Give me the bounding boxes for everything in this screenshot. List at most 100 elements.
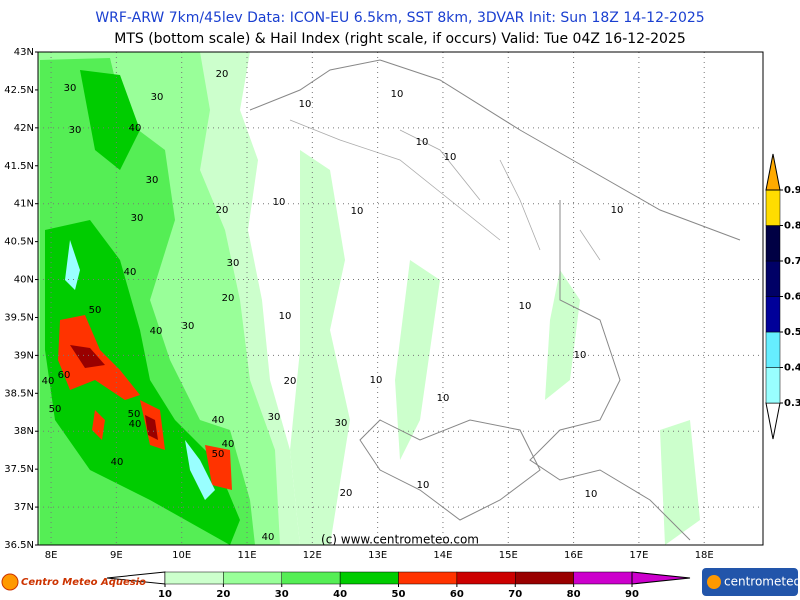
- contour-label: 30: [151, 92, 164, 103]
- colorbar-tick-label: 30: [275, 589, 289, 600]
- colorbar-tick-label: 0.8: [784, 221, 800, 232]
- colorbar-tick-label: 20: [216, 589, 230, 600]
- y-tick-label: 37.5N: [4, 464, 34, 475]
- colorbar-segment: [456, 571, 516, 585]
- field-50: [58, 315, 232, 490]
- coastline: [249, 59, 741, 541]
- colorbar-segment: [339, 571, 399, 585]
- x-tick-label: 12E: [303, 550, 322, 561]
- colorbar-tick-label: 90: [625, 589, 639, 600]
- contour-label: 30: [69, 125, 82, 136]
- y-tick-label: 38.5N: [4, 388, 34, 399]
- field-70: [70, 345, 158, 440]
- contour-label: 50: [89, 305, 102, 316]
- contour-label: 30: [268, 412, 281, 423]
- colorbar-tick-label: 40: [333, 589, 347, 600]
- contour-label: 50: [212, 449, 225, 460]
- y-tick-label: 41.5N: [4, 161, 34, 172]
- header-line-1: WRF-ARW 7km/45lev Data: ICON-EU 6.5km, S…: [95, 10, 704, 26]
- contour-label: 40: [222, 439, 235, 450]
- logo-left: Centro Meteo Aquesio: [1, 573, 146, 591]
- contour-label: 60: [58, 370, 71, 381]
- colorbar-segment: [398, 571, 458, 585]
- contour-label: 40: [42, 376, 55, 387]
- colorbar-tick-label: 10: [158, 589, 172, 600]
- contour-label: 10: [273, 197, 286, 208]
- logo-text: Centro Meteo Aquesio: [21, 577, 146, 588]
- y-tick-label: 39.5N: [4, 312, 34, 323]
- colorbar-segment: [223, 571, 282, 585]
- contour-label: 10: [416, 137, 429, 148]
- contour-label: 10: [574, 350, 587, 361]
- x-tick-label: 13E: [368, 550, 387, 561]
- contour-label: 10: [519, 301, 532, 312]
- contour-label: 10: [299, 99, 312, 110]
- x-tick-label: 15E: [499, 550, 518, 561]
- colorbar-segment: [573, 571, 633, 585]
- colorbar-right: 0.3 0.4 0.5 0.6 0.7 0.8 0.9: [765, 153, 800, 440]
- contour-label: 10: [611, 205, 624, 216]
- contour-label: 10: [437, 393, 450, 404]
- contour-label: 40: [212, 415, 225, 426]
- contour-label: 10: [370, 375, 383, 386]
- colorbar-tick-label: 70: [508, 589, 522, 600]
- contour-label: 10: [279, 311, 292, 322]
- contour-label: 10: [417, 480, 430, 491]
- colorbar-tick-label: 0.7: [784, 256, 800, 267]
- colorbar-tick-label: 0.6: [784, 292, 800, 303]
- y-tick-label: 40N: [14, 275, 34, 286]
- contour-label: 20: [340, 488, 353, 499]
- colorbar-tick-label: 80: [567, 589, 581, 600]
- y-tick-label: 41N: [14, 199, 34, 210]
- y-tick-label: 43N: [14, 47, 34, 58]
- contour-label: 10: [351, 206, 364, 217]
- contour-label: 10: [391, 89, 404, 100]
- colorbar-arrow-high: [765, 153, 781, 191]
- x-tick-label: 11E: [237, 550, 256, 561]
- header-line-2: MTS (bottom scale) & Hail Index (right s…: [114, 31, 686, 47]
- contour-label: 20: [284, 376, 297, 387]
- map-area: 30 20 30 10 10 30 40 10 10 30 20 10 10 10 30 40 30 20 50 10…: [37, 51, 764, 547]
- field-10: [290, 150, 700, 545]
- logo-icon: [1, 573, 19, 591]
- x-tick-label: 9E: [110, 550, 123, 561]
- contour-label: 10: [585, 489, 598, 500]
- colorbar-arrow-low: [765, 402, 781, 440]
- x-tick-label: 16E: [564, 550, 583, 561]
- colorbar-segment: [765, 260, 781, 297]
- contour-label: 30: [131, 213, 144, 224]
- colorbar-segment: [765, 367, 781, 404]
- contour-label: 50: [128, 409, 141, 420]
- y-tick-label: 36.5N: [4, 540, 34, 551]
- y-tick-label: 39N: [14, 350, 34, 361]
- region-border: [289, 119, 601, 261]
- colorbar-tick-label: 0.4: [784, 363, 800, 374]
- x-tick-label: 17E: [629, 550, 648, 561]
- logo-icon: [707, 575, 721, 589]
- colorbar-segment: [164, 571, 224, 585]
- colorbar-arrow-high: [631, 571, 691, 585]
- axes: 8E 9E 10E 11E 12E 13E 14E 15E 16E 17E 18E 43N 42.5N 4…: [4, 47, 713, 561]
- contour-label: 20: [222, 293, 235, 304]
- contour-label: 40: [150, 326, 163, 337]
- y-tick-label: 40.5N: [4, 237, 34, 248]
- x-tick-label: 8E: [45, 550, 58, 561]
- map-frame: [37, 51, 764, 546]
- contour-label: 30: [64, 83, 77, 94]
- contour-label: 10: [444, 152, 457, 163]
- logo-text: centrometeo: [724, 575, 800, 589]
- y-tick-label: 42.5N: [4, 85, 34, 96]
- x-tick-label: 14E: [433, 550, 452, 561]
- colorbar-tick-label: 0.9: [784, 185, 800, 196]
- colorbar-segment: [515, 571, 574, 585]
- y-tick-label: 37N: [14, 502, 34, 513]
- y-tick-label: 38N: [14, 426, 34, 437]
- contour-label: 30: [335, 418, 348, 429]
- contour-label: 40: [262, 532, 275, 543]
- colorbar-bottom: 10 20 30 40 50 60 70 80 90: [106, 571, 691, 600]
- contour-label: 40: [129, 419, 142, 430]
- colorbar-segment: [281, 571, 341, 585]
- colorbar-tick-label: 0.3: [784, 398, 800, 409]
- x-tick-label: 10E: [172, 550, 191, 561]
